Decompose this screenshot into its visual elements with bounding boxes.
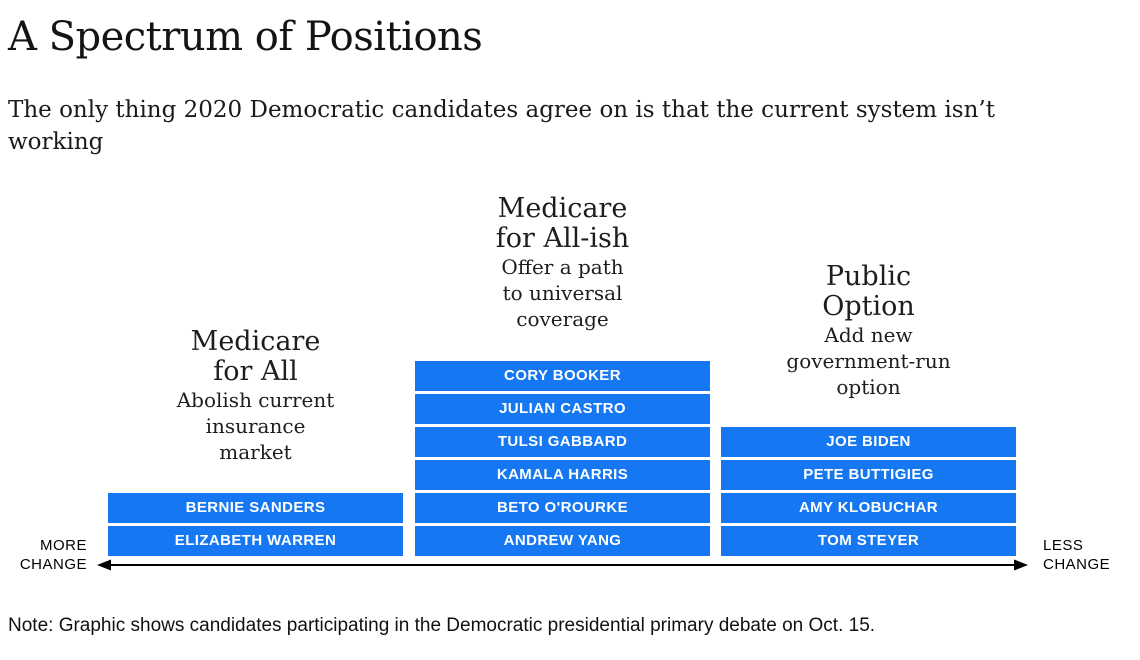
column-description-line: government-run xyxy=(786,349,951,373)
column-description-line: Abolish current xyxy=(176,388,335,412)
column-title-line: Option xyxy=(822,291,915,322)
column-description-line: Offer a path xyxy=(501,255,624,279)
candidate-bar: TULSI GABBARD xyxy=(415,427,710,457)
candidate-bar-stack-public-option: JOE BIDEN PETE BUTTIGIEG AMY KLOBUCHAR T… xyxy=(721,427,1016,556)
candidate-bar: JULIAN CASTRO xyxy=(415,394,710,424)
candidate-bar: BETO O'ROURKE xyxy=(415,493,710,523)
candidate-bar: CORY BOOKER xyxy=(415,361,710,391)
column-title-line: Medicare xyxy=(497,193,628,224)
axis-label-less-change: LESS CHANGE xyxy=(1043,536,1110,574)
candidate-bar: ANDREW YANG xyxy=(415,526,710,556)
candidate-bar: JOE BIDEN xyxy=(721,427,1016,457)
column-title-line: Medicare xyxy=(190,326,321,357)
candidate-bar-stack-medicare-for-all: BERNIE SANDERS ELIZABETH WARREN xyxy=(108,493,403,556)
footnote: Note: Graphic shows candidates participa… xyxy=(8,615,876,636)
axis-label-line: CHANGE xyxy=(19,556,87,573)
axis-label-line: LESS xyxy=(1043,537,1084,554)
column-header-medicare-for-all: Medicare for All Abolish current insuran… xyxy=(108,327,403,465)
column-description-line: market xyxy=(219,440,292,464)
candidate-bar: PETE BUTTIGIEG xyxy=(721,460,1016,490)
column-header-medicare-for-all-ish: Medicare for All-ish Offer a path to uni… xyxy=(415,194,710,332)
candidate-bar: BERNIE SANDERS xyxy=(108,493,403,523)
candidate-bar: TOM STEYER xyxy=(721,526,1016,556)
column-description-line: coverage xyxy=(516,307,609,331)
candidate-bar-stack-medicare-for-all-ish: CORY BOOKER JULIAN CASTRO TULSI GABBARD … xyxy=(415,361,710,556)
column-description-line: to universal xyxy=(502,281,623,305)
spectrum-axis-arrow-icon xyxy=(97,559,1028,571)
column-title-line: Public xyxy=(825,261,912,292)
axis-label-line: CHANGE xyxy=(1043,556,1111,573)
column-header-public-option: Public Option Add new government-run opt… xyxy=(721,262,1016,400)
candidate-bar: AMY KLOBUCHAR xyxy=(721,493,1016,523)
column-title-line: for All-ish xyxy=(495,223,630,254)
candidate-bar: KAMALA HARRIS xyxy=(415,460,710,490)
column-title-line: for All xyxy=(213,356,298,387)
axis-label-line: MORE xyxy=(40,537,87,554)
column-description-line: Add new xyxy=(824,323,913,347)
axis-label-more-change: MORE CHANGE xyxy=(0,536,87,574)
page-subtitle: The only thing 2020 Democratic candidate… xyxy=(8,97,995,155)
column-description-line: insurance xyxy=(205,414,306,438)
page-title: A Spectrum of Positions xyxy=(8,14,483,60)
column-description-line: option xyxy=(836,375,901,399)
candidate-bar: ELIZABETH WARREN xyxy=(108,526,403,556)
